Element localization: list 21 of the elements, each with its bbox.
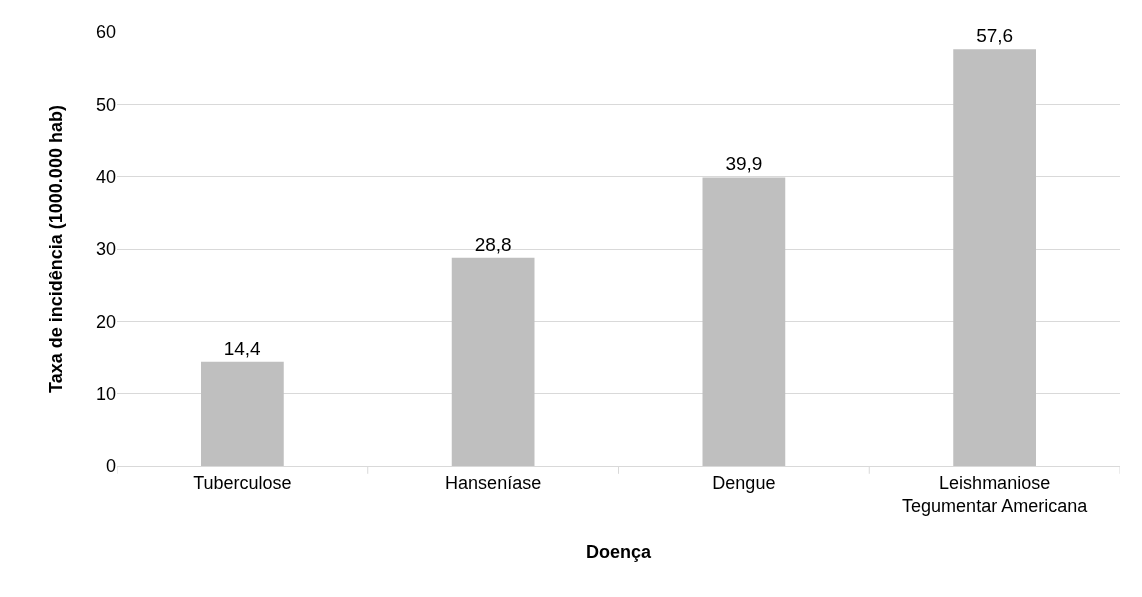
y-tick-label: 50 — [95, 94, 116, 115]
bar — [451, 257, 535, 466]
bar — [953, 49, 1036, 466]
y-tick-label: 0 — [105, 456, 116, 477]
x-axis-title: Doença — [585, 542, 652, 563]
y-tick-label: 40 — [95, 166, 116, 187]
x-tick-label: Dengue — [712, 472, 776, 493]
data-label: 14,4 — [223, 337, 262, 359]
data-label: 57,6 — [976, 25, 1014, 47]
y-tick-label: 60 — [95, 22, 116, 43]
y-tick-label: 10 — [95, 383, 116, 404]
data-label: 39,9 — [725, 153, 763, 175]
x-tick-label: Tuberculose — [193, 472, 292, 493]
y-tick-label: 20 — [95, 311, 116, 332]
bar — [702, 177, 786, 466]
y-axis-title: Taxa de incidência (1000.000 hab) — [46, 105, 67, 393]
data-label: 28,8 — [474, 233, 512, 255]
y-tick-label: 30 — [95, 239, 116, 260]
bar — [201, 361, 284, 466]
x-tick-label: Hanseníase — [445, 472, 542, 493]
x-tick-label: Leishmaniose Tegumentar Americana — [902, 472, 1089, 516]
